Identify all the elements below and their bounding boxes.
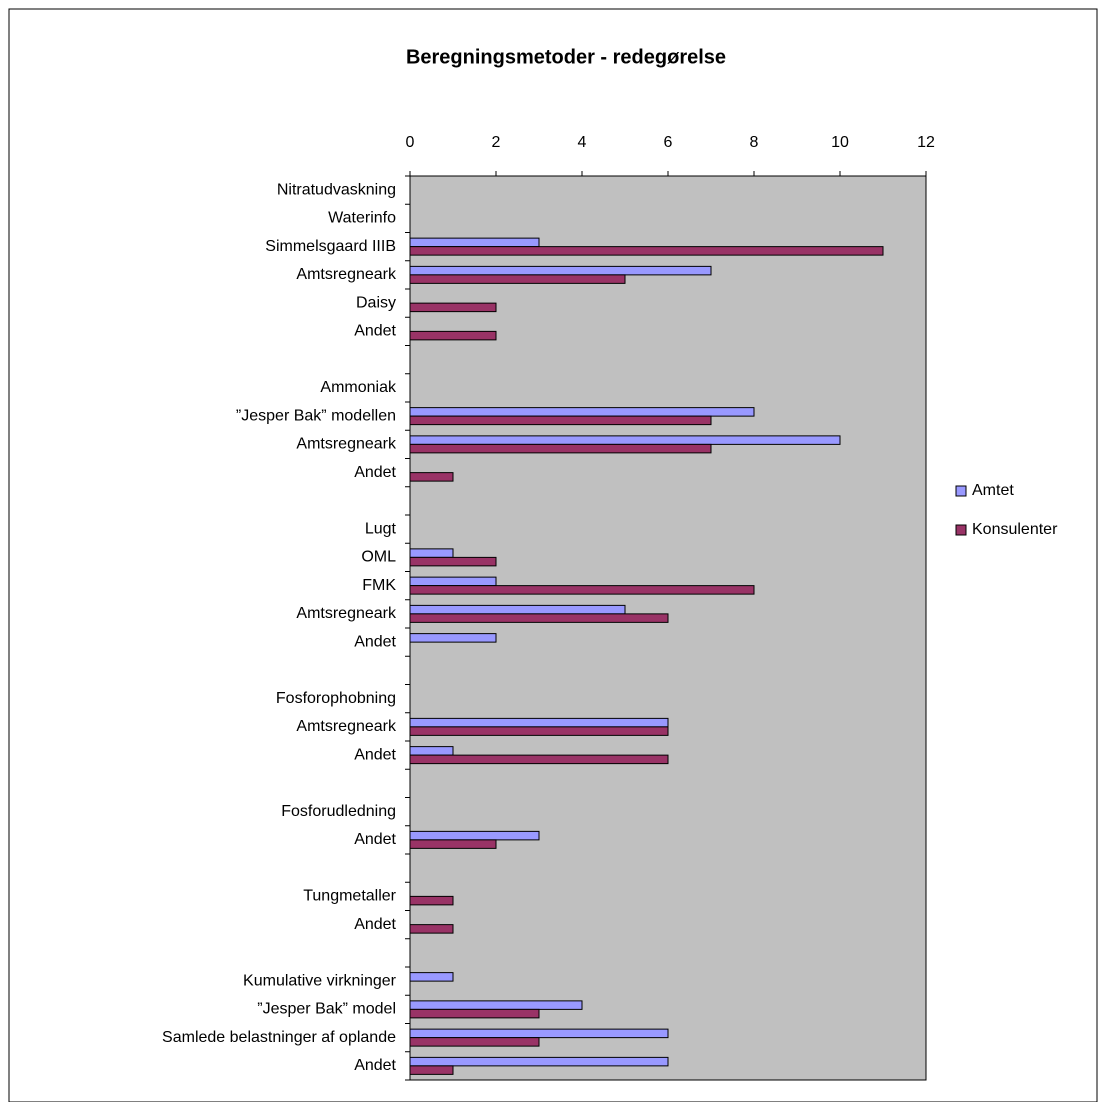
y-tick-label: Amtsregneark — [296, 718, 397, 735]
bar — [409, 548, 454, 558]
bar — [409, 556, 497, 567]
bar — [409, 1028, 669, 1039]
y-tick-label: ”Jesper Bak” modellen — [236, 407, 396, 424]
bar — [409, 726, 669, 736]
bar — [409, 633, 497, 643]
legend-swatch — [955, 485, 967, 497]
bar — [409, 1065, 454, 1075]
bar — [409, 330, 497, 341]
y-tick-label: Andet — [354, 633, 396, 650]
y-tick-label: Lugt — [365, 520, 397, 537]
bar — [409, 472, 454, 482]
bar — [409, 265, 712, 276]
y-tick-label: OML — [361, 549, 396, 566]
bar — [409, 613, 669, 623]
y-tick-label: ”Jesper Bak” model — [257, 1001, 396, 1018]
x-tick-label: 2 — [492, 134, 501, 151]
bar — [409, 443, 712, 454]
bar — [409, 1056, 669, 1067]
x-tick-label: 8 — [750, 134, 759, 151]
y-tick-label: Tungmetaller — [303, 888, 396, 905]
y-tick-label: Fosforudledning — [281, 803, 396, 820]
y-tick-label: Amtsregneark — [296, 605, 397, 622]
bar — [409, 274, 626, 284]
y-tick-label: Waterinfo — [328, 210, 396, 227]
y-tick-label: Samlede belastninger af oplande — [162, 1029, 396, 1046]
bar — [409, 407, 755, 417]
y-tick-label: Ammoniak — [320, 379, 397, 396]
bar — [409, 924, 454, 934]
x-tick-label: 10 — [831, 134, 849, 151]
y-tick-label: Amtsregneark — [296, 266, 397, 283]
bar — [409, 1037, 540, 1047]
y-tick-label: Andet — [354, 1057, 396, 1074]
legend-label: Amtet — [972, 482, 1014, 499]
bar — [409, 415, 712, 426]
bar — [409, 895, 454, 906]
y-tick-label: Andet — [354, 323, 396, 340]
plot-area — [409, 175, 927, 1081]
y-tick-label: Simmelsgaard IIIB — [265, 238, 396, 255]
y-tick-label: Daisy — [356, 294, 396, 311]
y-tick-label: Andet — [354, 746, 396, 763]
y-tick-label: Andet — [354, 916, 396, 933]
y-tick-label: Andet — [354, 831, 396, 848]
y-tick-label: Amtsregneark — [296, 436, 397, 453]
bar — [409, 302, 497, 313]
y-tick-label: Kumulative virkninger — [243, 972, 397, 989]
bar — [409, 746, 454, 756]
bar — [409, 1000, 583, 1010]
x-tick-label: 0 — [406, 134, 415, 151]
chart-title: Beregningsmetoder - redegørelse — [406, 46, 726, 68]
x-tick-label: 12 — [917, 134, 935, 151]
bar — [409, 1008, 540, 1019]
bar — [409, 237, 540, 248]
bar — [409, 576, 497, 587]
y-tick-label: Fosforophobning — [276, 690, 396, 707]
bar — [409, 839, 497, 849]
x-tick-label: 4 — [578, 134, 587, 151]
bar — [409, 972, 454, 982]
bar — [409, 604, 626, 615]
bar — [409, 830, 540, 841]
legend-swatch — [955, 524, 967, 536]
y-tick-label: Andet — [354, 464, 396, 481]
bar — [409, 246, 884, 256]
bar — [409, 435, 841, 445]
y-tick-label: Nitratudvaskning — [277, 181, 396, 198]
bar — [409, 754, 669, 765]
x-tick-label: 6 — [664, 134, 673, 151]
bar — [409, 585, 755, 595]
legend-label: Konsulenter — [972, 521, 1058, 538]
y-tick-label: FMK — [362, 577, 396, 594]
bar — [409, 717, 669, 728]
